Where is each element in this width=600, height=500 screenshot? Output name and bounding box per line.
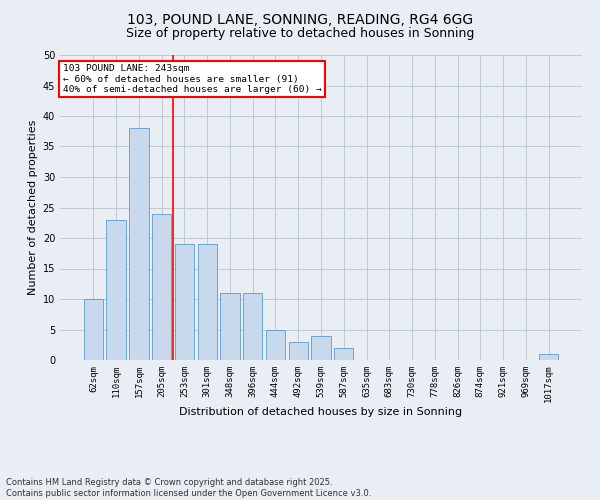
Text: Contains HM Land Registry data © Crown copyright and database right 2025.
Contai: Contains HM Land Registry data © Crown c… — [6, 478, 371, 498]
Bar — [289, 342, 308, 360]
Bar — [334, 348, 353, 360]
Bar — [175, 244, 194, 360]
Text: 103, POUND LANE, SONNING, READING, RG4 6GG: 103, POUND LANE, SONNING, READING, RG4 6… — [127, 12, 473, 26]
Bar — [197, 244, 217, 360]
Bar — [539, 354, 558, 360]
Bar — [243, 293, 262, 360]
Bar — [152, 214, 172, 360]
Bar — [106, 220, 126, 360]
Bar — [311, 336, 331, 360]
X-axis label: Distribution of detached houses by size in Sonning: Distribution of detached houses by size … — [179, 406, 463, 416]
Text: 103 POUND LANE: 243sqm
← 60% of detached houses are smaller (91)
40% of semi-det: 103 POUND LANE: 243sqm ← 60% of detached… — [62, 64, 322, 94]
Bar — [266, 330, 285, 360]
Bar — [129, 128, 149, 360]
Bar — [84, 299, 103, 360]
Y-axis label: Number of detached properties: Number of detached properties — [28, 120, 38, 295]
Text: Size of property relative to detached houses in Sonning: Size of property relative to detached ho… — [126, 28, 474, 40]
Bar — [220, 293, 239, 360]
